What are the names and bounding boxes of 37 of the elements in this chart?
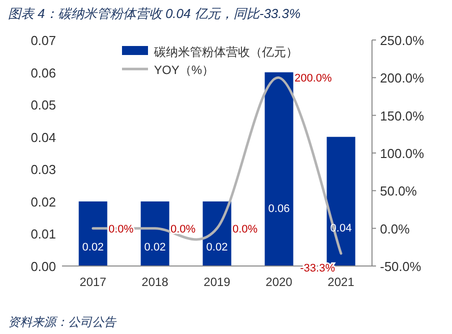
data-label: 0.0%	[108, 223, 134, 236]
bar	[202, 201, 232, 266]
data-label: 0.02	[144, 242, 166, 254]
y2-tick-label: 100.0%	[380, 146, 425, 161]
x-tick-label: 2020	[266, 275, 293, 289]
data-label: 0.0%	[232, 223, 258, 236]
x-tick-label: 2019	[204, 275, 231, 289]
data-label: 0.0%	[170, 223, 196, 236]
y-tick-label: 0.07	[30, 33, 56, 48]
y-tick-label: 0.01	[30, 226, 56, 242]
y-tick-label: 0.05	[30, 98, 56, 113]
bar	[78, 201, 108, 266]
bar	[264, 72, 294, 266]
y-tick-label: 0.06	[30, 65, 56, 80]
y2-tick-label: 250.0%	[380, 33, 425, 48]
data-label: 200.0%	[294, 72, 332, 85]
bar	[140, 201, 170, 266]
y-tick-label: 0.04	[30, 130, 56, 145]
text: 资料来源：公司公告	[8, 315, 117, 329]
y-tick-label: 0.03	[30, 162, 56, 178]
data-label: 0.02	[206, 242, 228, 254]
y-tick-label: 0.02	[30, 194, 56, 210]
data-label: 0.06	[268, 202, 290, 215]
y2-tick-label: -50.0%	[380, 259, 422, 274]
x-tick-label: 2017	[80, 275, 107, 289]
x-tick-label: 2018	[142, 275, 169, 289]
y2-tick-label: 150.0%	[380, 108, 425, 124]
data-label: -33.3%	[300, 262, 336, 274]
data-label: 0.02	[82, 242, 104, 254]
chart-title: 图表 4：碳纳米管粉体营收 0.04 亿元，同比-33.3%	[8, 6, 301, 21]
x-tick-label: 2021	[328, 275, 355, 289]
y2-tick-label: 0.0%	[380, 221, 410, 236]
y2-tick-label: 200.0%	[380, 70, 425, 86]
y2-tick-label: 50.0%	[380, 184, 418, 199]
y-tick-label: 0.00	[30, 259, 56, 274]
legend-label: YOY（%）	[154, 63, 214, 77]
legend-label: 碳纳米管粉体营收（亿元）	[153, 45, 298, 59]
